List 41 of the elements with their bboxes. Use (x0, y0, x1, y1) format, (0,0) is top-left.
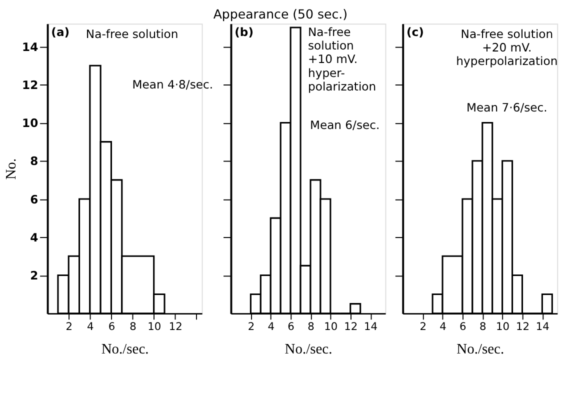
y-tick-label: 10 (22, 116, 38, 130)
x-tick-label: 4 (440, 320, 447, 334)
x-tick-label: 2 (66, 320, 72, 334)
x-tick-label: 14 (364, 320, 378, 334)
x-tick-label: 12 (344, 320, 358, 334)
y-axis-title: No. (3, 158, 20, 180)
x-tick-label: 2 (420, 320, 426, 334)
y-tick-label: 14 (22, 40, 38, 54)
x-tick-label: 12 (168, 320, 182, 334)
x-tick-label: 8 (308, 320, 315, 334)
x-tick-label: 10 (496, 320, 510, 334)
x-axis-title: No./sec. (101, 341, 149, 358)
x-tick-label: 14 (536, 320, 550, 334)
x-tick-label: 6 (460, 320, 467, 334)
x-tick-label: 6 (108, 320, 116, 334)
annotation: Mean 7·6/sec. (466, 100, 548, 115)
chart-subtitle: Appearance (50 sec.) (213, 6, 348, 22)
annotation: Na-free solution +10 mV. hyper- polarization (308, 25, 376, 94)
x-tick-label: 4 (268, 320, 275, 334)
x-tick-label: 10 (324, 320, 338, 334)
y-tick-label: 2 (30, 268, 38, 283)
x-tick-label: 2 (248, 320, 255, 334)
x-tick-label: 8 (479, 320, 486, 334)
x-axis-title: No./sec. (284, 341, 332, 358)
chart-title: (b) (234, 25, 254, 40)
annotation: Mean 6/sec. (310, 118, 380, 132)
y-tick-label: 6 (30, 192, 38, 206)
annotation: Na-free solution (86, 27, 178, 42)
y-tick-label: 8 (30, 154, 38, 168)
x-tick-label: 12 (516, 320, 530, 334)
x-axis-title: No./sec. (456, 341, 504, 358)
x-tick-label: 10 (148, 320, 162, 334)
annotation: Na-free solution +20 mV. hyperpolarization (456, 27, 558, 68)
y-tick-label: 4 (30, 230, 38, 244)
x-tick-label: 4 (87, 320, 94, 334)
annotation: Mean 4·8/sec. (132, 77, 214, 92)
x-tick-label: 8 (130, 320, 137, 334)
chart-title: (c) (406, 25, 424, 40)
x-tick-label: 6 (288, 320, 295, 334)
chart-title: (a) (51, 25, 70, 40)
y-tick-label: 12 (22, 78, 38, 92)
